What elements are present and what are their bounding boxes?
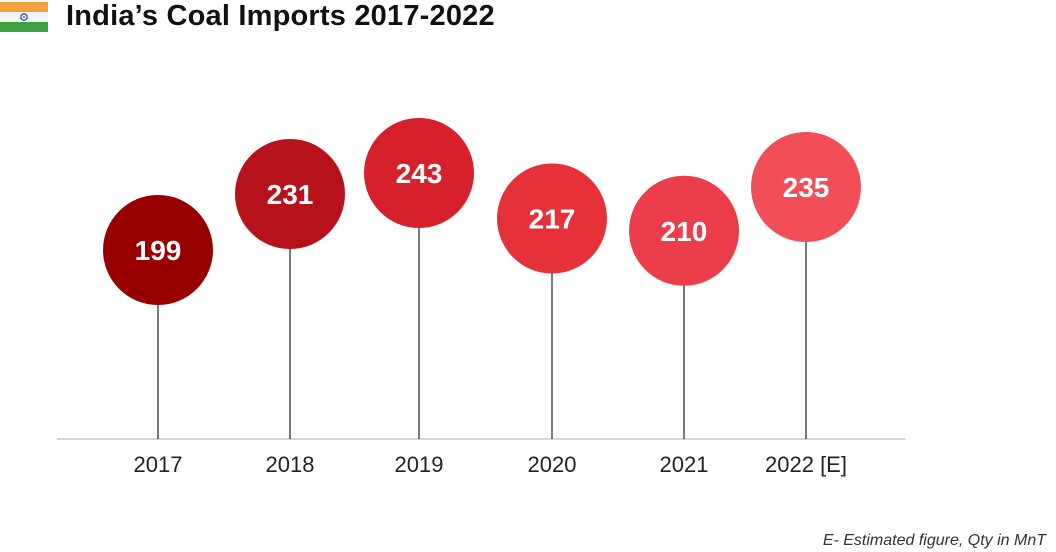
data-label-2: 243 [396, 158, 443, 189]
x-tick-label-2: 2019 [395, 452, 444, 477]
x-tick-label-3: 2020 [528, 452, 577, 477]
data-label-5: 235 [783, 172, 830, 203]
data-label-4: 210 [661, 216, 708, 247]
data-label-3: 217 [529, 204, 576, 235]
footnote: E- Estimated figure, Qty in MnT [822, 532, 1046, 549]
value-bubble-3 [497, 163, 607, 274]
value-bubble-4 [629, 175, 739, 286]
x-tick-label-1: 2018 [266, 452, 315, 477]
value-bubble-5 [751, 132, 861, 242]
data-label-1: 231 [267, 179, 314, 210]
x-tick-label-4: 2021 [660, 452, 709, 477]
value-bubble-0 [103, 195, 213, 305]
x-tick-label-0: 2017 [134, 452, 183, 477]
x-tick-label-5: 2022 [E] [765, 452, 847, 477]
india-flag-icon [0, 2, 48, 32]
data-label-0: 199 [135, 235, 182, 266]
chart-title: India’s Coal Imports 2017-2022 [66, 0, 495, 32]
value-bubble-2 [364, 118, 474, 228]
value-bubble-1 [235, 139, 345, 249]
